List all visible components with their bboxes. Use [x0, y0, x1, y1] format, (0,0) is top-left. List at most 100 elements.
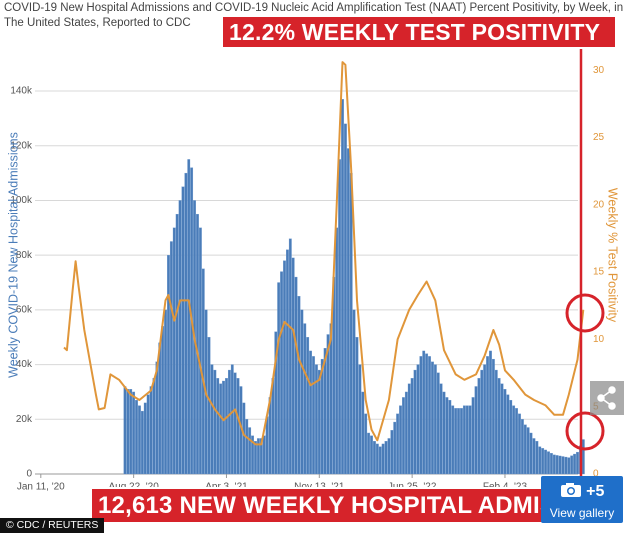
- bar: [561, 456, 565, 475]
- bar: [442, 391, 446, 475]
- bar: [390, 430, 394, 475]
- bar: [262, 435, 266, 475]
- y2-tick-label: 20: [593, 199, 605, 210]
- bar: [564, 456, 568, 475]
- bar: [477, 378, 481, 475]
- bar: [518, 413, 521, 475]
- bar: [576, 451, 579, 475]
- bar: [161, 326, 165, 475]
- bar: [338, 159, 341, 475]
- bar: [494, 369, 498, 475]
- bar: [158, 342, 162, 475]
- y-tick-label: 80k: [16, 250, 33, 261]
- bar: [445, 397, 449, 475]
- bar: [454, 408, 458, 475]
- bar: [529, 432, 533, 475]
- bar: [474, 386, 478, 475]
- bar: [439, 383, 443, 475]
- bar: [465, 405, 469, 475]
- share-button[interactable]: [590, 381, 624, 415]
- bar: [216, 378, 220, 475]
- y2-tick-label: 0: [593, 469, 599, 480]
- bar: [573, 453, 576, 475]
- bar: [462, 405, 466, 475]
- bar: [135, 399, 138, 475]
- bar: [230, 364, 234, 475]
- bar: [184, 172, 188, 475]
- bar: [326, 334, 330, 475]
- bar: [532, 438, 536, 475]
- bar: [349, 172, 353, 475]
- bar: [570, 455, 574, 475]
- callout-circle: [565, 411, 605, 451]
- bar: [393, 421, 397, 475]
- bar: [323, 348, 327, 475]
- y2-tick-label: 10: [593, 334, 605, 345]
- bar: [410, 378, 414, 475]
- y-tick-label: 60k: [16, 305, 33, 316]
- bar: [288, 238, 292, 475]
- bar: [399, 405, 402, 475]
- y2-tick-label: 30: [593, 65, 605, 76]
- bar: [468, 405, 472, 475]
- bar: [259, 438, 263, 475]
- bar: [404, 391, 408, 475]
- bar: [358, 364, 362, 475]
- bar: [425, 353, 429, 475]
- bar: [303, 323, 307, 475]
- callout-circle: [565, 293, 605, 333]
- bar: [352, 309, 356, 475]
- bar: [277, 282, 281, 475]
- bar: [126, 389, 130, 475]
- bar: [428, 356, 431, 475]
- bar: [143, 402, 147, 475]
- bar: [152, 378, 156, 475]
- bar: [312, 356, 315, 475]
- bar: [419, 356, 423, 475]
- bar: [581, 439, 585, 475]
- bar: [140, 410, 144, 475]
- y-tick-label: 100k: [10, 195, 33, 206]
- bar: [364, 413, 368, 475]
- camera-icon: [560, 483, 581, 497]
- bar: [123, 386, 127, 475]
- photo-credit: © CDC / REUTERS: [0, 518, 105, 533]
- plot: 020k40k60k80k100k120k140k051015202530Jan…: [10, 61, 605, 493]
- gallery-button[interactable]: +5 View gallery: [541, 476, 623, 523]
- gallery-count-row: +5: [541, 482, 623, 501]
- bar: [436, 372, 440, 475]
- bar: [155, 361, 159, 475]
- bar: [129, 389, 133, 475]
- bar: [503, 389, 507, 475]
- bar: [283, 260, 286, 475]
- bar: [219, 383, 223, 475]
- bar: [526, 427, 530, 475]
- bar: [422, 350, 426, 475]
- bar: [387, 438, 391, 475]
- bar: [497, 378, 501, 475]
- bar: [201, 268, 205, 475]
- bar: [172, 227, 176, 475]
- bar: [274, 331, 278, 475]
- bar: [567, 457, 571, 475]
- bar: [489, 350, 492, 475]
- bar: [315, 364, 318, 475]
- bar: [448, 399, 452, 475]
- bar: [346, 148, 350, 475]
- bar: [169, 241, 173, 475]
- bar: [471, 397, 475, 475]
- bar: [207, 337, 211, 475]
- y2-tick-label: 25: [593, 132, 605, 143]
- bar: [523, 424, 527, 475]
- y-tick-label: 140k: [10, 86, 33, 97]
- y-tick-label: 0: [26, 469, 32, 480]
- bar: [552, 454, 556, 475]
- bar: [335, 227, 339, 475]
- y2-axis-label: Weekly % Test Positivity: [606, 188, 620, 323]
- bar: [512, 405, 516, 475]
- bar: [187, 159, 191, 475]
- bar: [407, 383, 411, 475]
- bar: [236, 378, 240, 475]
